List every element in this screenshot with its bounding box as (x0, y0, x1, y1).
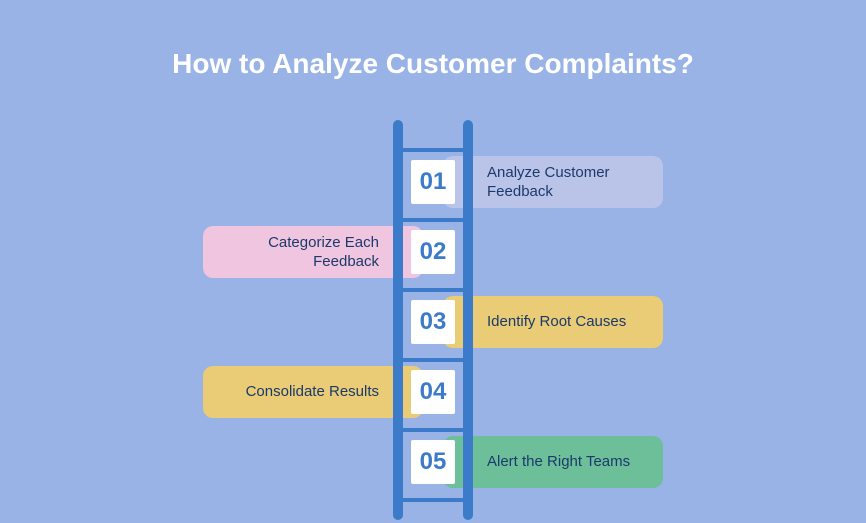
step-label-02: Categorize Each Feedback (203, 226, 423, 278)
ladder-rung (403, 428, 463, 432)
step-number-04: 04 (411, 370, 455, 414)
step-label-01: Analyze Customer Feedback (443, 156, 663, 208)
step-label-05: Alert the Right Teams (443, 436, 663, 488)
step-number-01: 01 (411, 160, 455, 204)
step-number-05: 05 (411, 440, 455, 484)
step-label-text: Categorize Each Feedback (221, 233, 379, 272)
ladder-rung (403, 218, 463, 222)
page-title: How to Analyze Customer Complaints? (0, 48, 866, 80)
ladder-rung (403, 358, 463, 362)
step-label-04: Consolidate Results (203, 366, 423, 418)
ladder: 01 02 03 04 05 (393, 120, 473, 520)
ladder-rail-left (393, 120, 403, 520)
ladder-rung (403, 148, 463, 152)
step-number-03: 03 (411, 300, 455, 344)
step-label-03: Identify Root Causes (443, 296, 663, 348)
step-label-text: Analyze Customer Feedback (487, 163, 645, 202)
step-label-text: Consolidate Results (246, 382, 379, 402)
ladder-rung (403, 288, 463, 292)
ladder-rung (403, 498, 463, 502)
step-label-text: Identify Root Causes (487, 312, 626, 332)
ladder-rail-right (463, 120, 473, 520)
step-number-02: 02 (411, 230, 455, 274)
step-label-text: Alert the Right Teams (487, 452, 630, 472)
